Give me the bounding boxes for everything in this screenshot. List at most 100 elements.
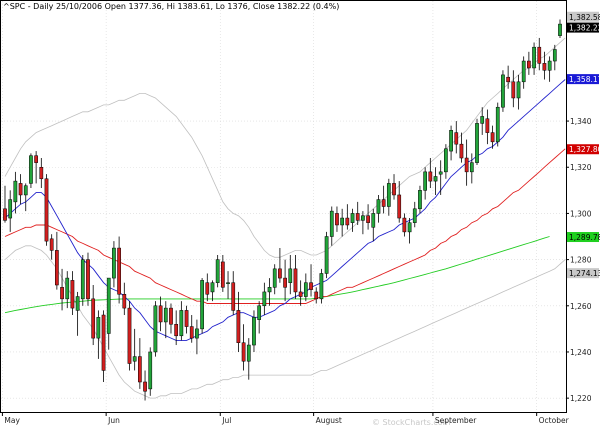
- candle-body: [288, 268, 293, 283]
- plot-frame: [0, 0, 567, 413]
- candle-body: [449, 130, 453, 152]
- candle-body: [376, 199, 381, 214]
- candle-body: [340, 217, 345, 226]
- candle-body: [397, 194, 402, 219]
- candle-body: [106, 277, 111, 334]
- candle-body: [117, 247, 121, 295]
- candle-body: [309, 282, 313, 290]
- chart-title: ^SPC - Daily 25/10/2006 Open 1377.36, Hi…: [3, 2, 339, 11]
- candle-body: [220, 261, 225, 288]
- candle-body: [490, 132, 495, 143]
- candle-body: [122, 293, 127, 309]
- candle-body: [75, 296, 80, 311]
- candle-body: [13, 180, 18, 203]
- candle-body: [329, 210, 334, 237]
- candle-body: [158, 305, 163, 323]
- price-tag-label: 1,274.13: [569, 269, 600, 278]
- candle-body: [101, 314, 106, 371]
- x-axis: May Jun Jul August September October: [1, 412, 570, 425]
- candle-body: [163, 307, 168, 323]
- candlesticks: [3, 19, 562, 401]
- candle-body: [252, 317, 256, 346]
- candle-body: [3, 208, 7, 221]
- candle-body: [278, 268, 282, 279]
- candle-body: [200, 280, 204, 330]
- candle-body: [532, 46, 536, 69]
- candle-body: [314, 291, 319, 300]
- candle-body: [112, 247, 116, 279]
- x-tick-label: September: [435, 416, 477, 425]
- price-tag-label: 1,358.17: [569, 75, 600, 84]
- candle-body: [361, 215, 365, 221]
- candle-body: [303, 282, 308, 297]
- candle-body: [511, 81, 516, 99]
- candle-body: [469, 162, 474, 173]
- candle-body: [485, 118, 490, 133]
- candle-body: [96, 317, 101, 339]
- candle-body: [298, 291, 303, 297]
- candle-body: [324, 236, 329, 274]
- candle-body: [148, 351, 153, 390]
- candle-body: [475, 123, 479, 163]
- candle-body: [438, 171, 443, 175]
- y-tick-label: 1,340: [570, 117, 592, 126]
- price-tag-label: 1,382.58: [569, 13, 600, 22]
- candle-body: [293, 268, 298, 293]
- grid: [1, 1, 566, 412]
- y-tick-label: 1,280: [570, 256, 592, 265]
- x-tick-label: May: [4, 416, 20, 425]
- candle-body: [236, 310, 241, 343]
- candle-body: [412, 208, 417, 223]
- candle-body: [231, 282, 236, 311]
- candle-body: [319, 273, 324, 300]
- price-tag-label: 1,382.22: [569, 24, 600, 33]
- candle-body: [257, 305, 262, 320]
- candle-body: [537, 46, 542, 64]
- candle-body: [55, 250, 59, 286]
- candle-body: [174, 324, 179, 337]
- candle-body: [459, 143, 464, 159]
- candle-body: [495, 106, 500, 143]
- price-tag: [567, 74, 599, 85]
- candle-body: [386, 183, 391, 207]
- candle-body: [371, 213, 376, 228]
- candle-body: [246, 344, 251, 362]
- y-axis: 1,220 1,240 1,260 1,280 1,300 1,320 1,340: [566, 117, 592, 403]
- candle-body: [143, 381, 147, 392]
- candle-body: [132, 356, 137, 362]
- y-tick-label: 1,300: [570, 209, 592, 218]
- candle-body: [521, 60, 526, 83]
- candle-body: [283, 277, 287, 288]
- candle-body: [262, 291, 267, 307]
- candle-body: [516, 81, 521, 99]
- y-tick-label: 1,240: [570, 348, 592, 357]
- candle-body: [480, 116, 485, 124]
- price-tag: [567, 11, 599, 22]
- candle-body: [366, 215, 370, 223]
- ma-slow-line: [4, 236, 550, 314]
- candle-body: [195, 328, 199, 339]
- candle-body: [392, 183, 396, 196]
- candle-body: [169, 307, 173, 325]
- candle-body: [542, 63, 547, 71]
- candle-body: [345, 217, 350, 226]
- candle-body: [335, 213, 339, 226]
- candle-body: [215, 259, 220, 283]
- candle-body: [44, 178, 49, 242]
- price-tag-label: 1,289.78: [569, 233, 600, 242]
- upper-band-line: [4, 37, 566, 258]
- candle-body: [18, 183, 23, 196]
- candle-body: [272, 268, 277, 288]
- candle-body: [153, 305, 158, 353]
- candle-body: [506, 76, 510, 83]
- price-tag: [567, 268, 599, 279]
- candle-body: [34, 155, 38, 163]
- candle-body: [80, 259, 85, 300]
- candle-body: [547, 60, 552, 71]
- price-tag: [567, 22, 599, 33]
- watermark: © StockCharts.com: [372, 418, 451, 427]
- candle-body: [428, 171, 433, 182]
- x-tick-label: Jun: [107, 416, 120, 425]
- candle-body: [407, 222, 412, 233]
